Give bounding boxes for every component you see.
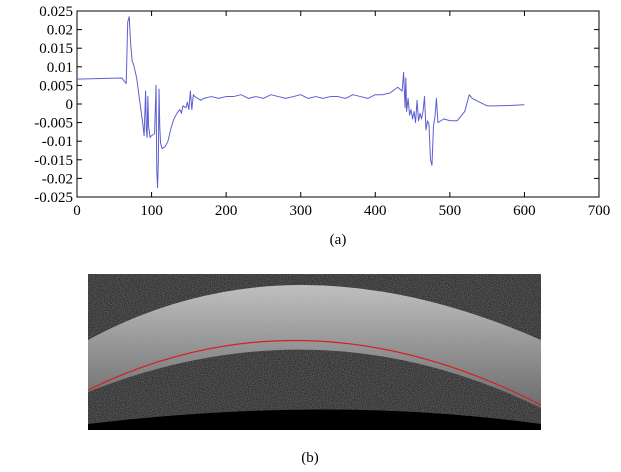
y-axis: 0.025 0.02 0.015 0.01 0.005 0 -0.005 -0.01 -0.01… — [34, 4, 599, 206]
x-tick-label: 600 — [513, 203, 536, 219]
caption-a: (a) — [330, 232, 347, 248]
series-line — [76, 16, 525, 189]
y-tick-label: 0.005 — [39, 78, 73, 94]
x-tick-label: 200 — [215, 203, 238, 219]
y-tick-label: -0.025 — [34, 190, 73, 206]
caption-b: (b) — [301, 450, 319, 466]
oct-image-panel: (b) — [88, 274, 541, 466]
x-axis: 0 100 200 300 400 500 600 700 — [73, 11, 610, 219]
y-tick-label: 0.025 — [39, 4, 73, 20]
x-tick-label: 300 — [289, 203, 312, 219]
detected-boundary-line — [88, 339, 541, 406]
y-tick-label: 0.02 — [47, 23, 73, 39]
y-tick-label: 0 — [66, 97, 74, 113]
x-tick-label: 400 — [364, 203, 387, 219]
x-tick-label: 100 — [140, 203, 163, 219]
x-tick-label: 500 — [439, 203, 462, 219]
bottom-shadow — [88, 409, 541, 430]
y-tick-label: 0.01 — [47, 60, 73, 76]
tissue-speckle-overlay — [88, 274, 541, 430]
line-plot: 0.025 0.02 0.015 0.01 0.005 0 -0.005 -0.01 -0.01… — [34, 4, 610, 248]
y-tick-label: -0.005 — [34, 116, 73, 132]
x-tick-label: 700 — [588, 203, 611, 219]
y-tick-label: -0.02 — [42, 171, 73, 187]
y-tick-label: 0.015 — [39, 41, 73, 57]
y-tick-label: -0.015 — [34, 153, 73, 169]
series-layer — [76, 16, 525, 189]
x-tick-label: 0 — [73, 203, 81, 219]
y-tick-label: -0.01 — [42, 134, 73, 150]
